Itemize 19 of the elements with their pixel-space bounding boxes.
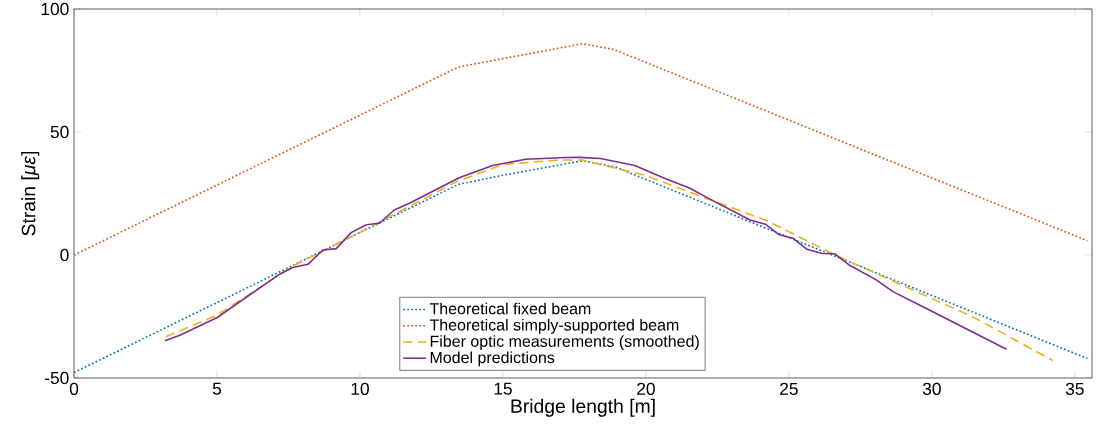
- x-axis-title: Bridge length [m]: [511, 398, 655, 417]
- x-tick-label: 10: [351, 382, 369, 395]
- x-tick-label: 5: [212, 382, 222, 395]
- line-series: [74, 159, 1089, 374]
- legend-label: Theoretical simply-supported beam: [429, 318, 679, 334]
- y-tick-label: -50: [45, 371, 69, 385]
- y-tick-label: 0: [60, 248, 69, 262]
- y-tick-label: 50: [50, 125, 69, 139]
- x-tick-label: 25: [780, 382, 798, 395]
- x-tick-label: 15: [494, 382, 512, 395]
- x-tick-label: 20: [637, 382, 655, 395]
- x-tick-label: 35: [1065, 382, 1084, 395]
- legend-label: Theoretical fixed beam: [429, 302, 591, 315]
- line-series: [74, 42, 1089, 256]
- legend-label: Model predictions: [430, 351, 555, 367]
- x-tick-label: 0: [69, 382, 79, 395]
- legend-label: Fiber optic measurements (smoothed): [430, 335, 699, 351]
- x-tick-label: 30: [922, 382, 941, 395]
- y-tick-label: 100: [41, 2, 69, 16]
